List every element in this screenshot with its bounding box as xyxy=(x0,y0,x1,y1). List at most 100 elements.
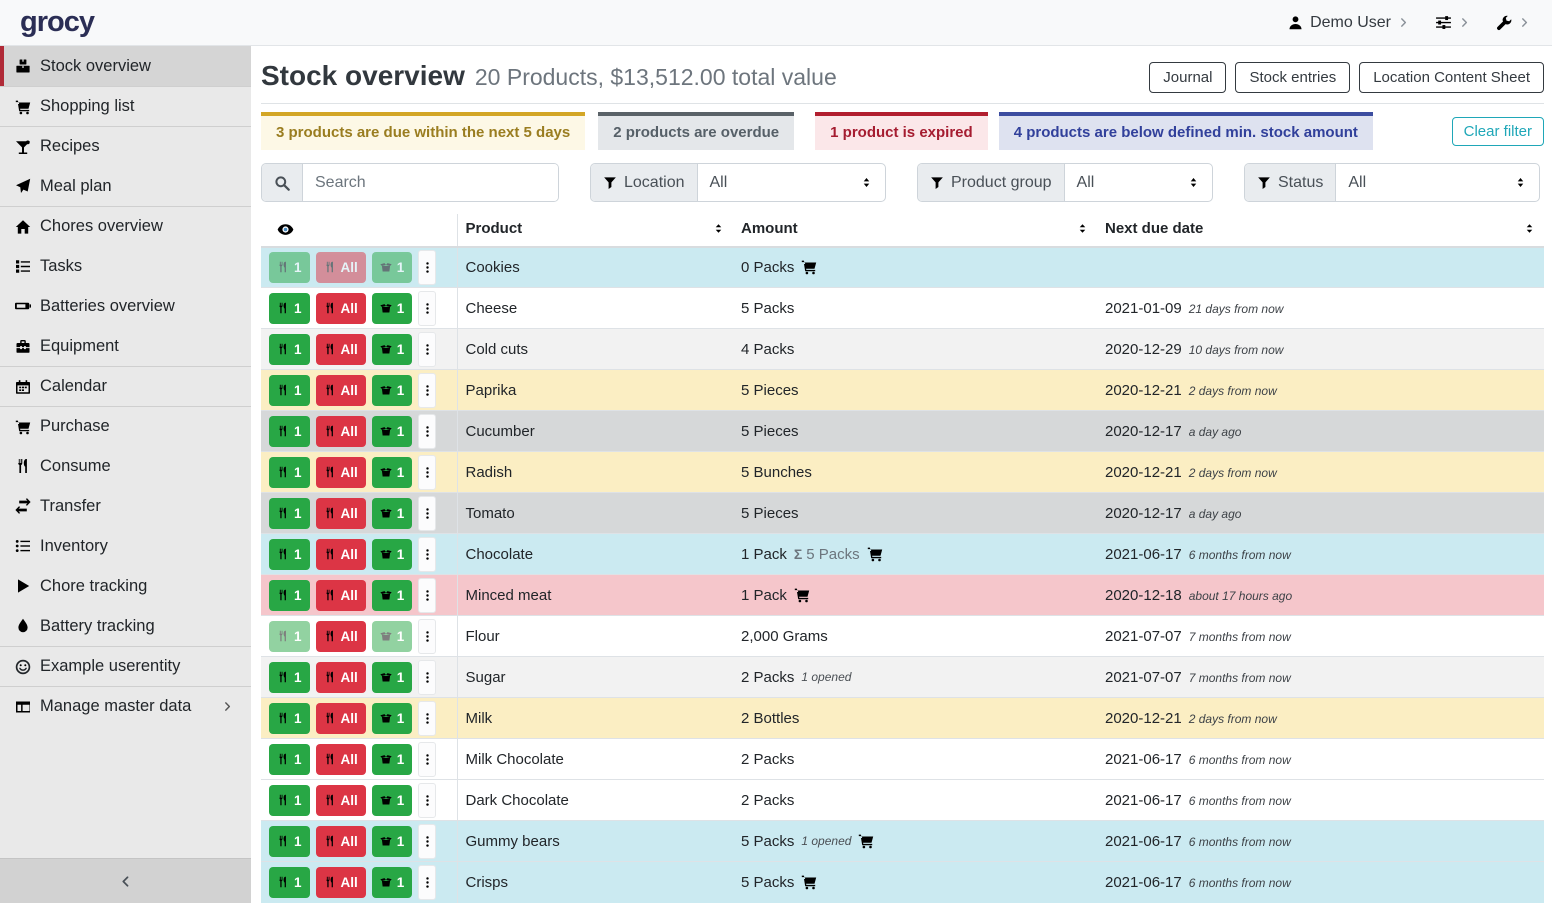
alert-secondary[interactable]: 2 products are overdue xyxy=(598,112,794,150)
open-one-button[interactable]: 1 xyxy=(372,703,413,734)
sidebar-item-meal-plan[interactable]: Meal plan xyxy=(0,166,251,206)
sidebar-item-calendar[interactable]: Calendar xyxy=(0,366,251,406)
sidebar-item-batteries-overview[interactable]: Batteries overview xyxy=(0,286,251,326)
row-menu-button[interactable] xyxy=(418,783,436,818)
row-menu-button[interactable] xyxy=(418,660,436,695)
header-button-location-content-sheet[interactable]: Location Content Sheet xyxy=(1359,62,1544,93)
sidebar-item-purchase[interactable]: Purchase xyxy=(0,406,251,446)
consume-all-button[interactable]: All xyxy=(316,416,366,447)
sidebar-item-chore-tracking[interactable]: Chore tracking xyxy=(0,566,251,606)
sidebar-item-recipes[interactable]: Recipes xyxy=(0,126,251,166)
sidebar-item-chores-overview[interactable]: Chores overview xyxy=(0,206,251,246)
open-one-button[interactable]: 1 xyxy=(372,580,413,611)
alert-warning[interactable]: 3 products are due within the next 5 day… xyxy=(261,112,585,150)
consume-one-button[interactable]: 1 xyxy=(269,375,310,406)
consume-one-button[interactable]: 1 xyxy=(269,416,310,447)
filter-select-location[interactable]: All xyxy=(698,164,886,201)
alert-belowmin[interactable]: 4 products are below defined min. stock … xyxy=(999,112,1373,150)
consume-one-button[interactable]: 1 xyxy=(269,703,310,734)
consume-one-button[interactable]: 1 xyxy=(269,457,310,488)
consume-all-button[interactable]: All xyxy=(316,457,366,488)
consume-one-button[interactable]: 1 xyxy=(269,334,310,365)
open-one-button[interactable]: 1 xyxy=(372,498,413,529)
open-one-button[interactable]: 1 xyxy=(372,867,413,898)
consume-one-button[interactable]: 1 xyxy=(269,744,310,775)
app-logo[interactable]: grocy xyxy=(20,6,94,39)
consume-one-button[interactable]: 1 xyxy=(269,621,310,652)
eye-icon[interactable] xyxy=(277,221,294,238)
consume-all-button[interactable]: All xyxy=(316,867,366,898)
consume-one-button[interactable]: 1 xyxy=(269,580,310,611)
open-one-button[interactable]: 1 xyxy=(372,334,413,365)
open-one-button[interactable]: 1 xyxy=(372,785,413,816)
consume-one-button[interactable]: 1 xyxy=(269,539,310,570)
sidebar-item-shopping-list[interactable]: Shopping list xyxy=(0,86,251,126)
consume-all-button[interactable]: All xyxy=(316,785,366,816)
sidebar-item-equipment[interactable]: Equipment xyxy=(0,326,251,366)
consume-one-button[interactable]: 1 xyxy=(269,252,310,283)
consume-one-button[interactable]: 1 xyxy=(269,867,310,898)
row-menu-button[interactable] xyxy=(418,332,436,367)
row-menu-button[interactable] xyxy=(418,414,436,449)
open-one-button[interactable]: 1 xyxy=(372,744,413,775)
header-button-stock-entries[interactable]: Stock entries xyxy=(1235,62,1350,93)
consume-all-button[interactable]: All xyxy=(316,703,366,734)
consume-one-button[interactable]: 1 xyxy=(269,785,310,816)
settings-menu[interactable] xyxy=(1435,14,1470,31)
sidebar-item-consume[interactable]: Consume xyxy=(0,446,251,486)
row-menu-button[interactable] xyxy=(418,250,436,285)
consume-all-button[interactable]: All xyxy=(316,375,366,406)
consume-all-button[interactable]: All xyxy=(316,662,366,693)
row-menu-button[interactable] xyxy=(418,701,436,736)
consume-all-button[interactable]: All xyxy=(316,621,366,652)
consume-all-button[interactable]: All xyxy=(316,744,366,775)
row-menu-button[interactable] xyxy=(418,291,436,326)
row-menu-button[interactable] xyxy=(418,578,436,613)
consume-one-button[interactable]: 1 xyxy=(269,662,310,693)
sidebar-collapse-button[interactable] xyxy=(0,858,251,903)
open-one-button[interactable]: 1 xyxy=(372,375,413,406)
header-button-journal[interactable]: Journal xyxy=(1149,62,1226,93)
row-menu-button[interactable] xyxy=(418,496,436,531)
consume-all-button[interactable]: All xyxy=(316,580,366,611)
open-one-button[interactable]: 1 xyxy=(372,457,413,488)
search-input[interactable] xyxy=(303,164,558,201)
consume-all-button[interactable]: All xyxy=(316,252,366,283)
row-menu-button[interactable] xyxy=(418,619,436,654)
open-one-button[interactable]: 1 xyxy=(372,662,413,693)
clear-filter-button[interactable]: Clear filter xyxy=(1452,117,1544,146)
row-menu-button[interactable] xyxy=(418,455,436,490)
filter-select-status[interactable]: All xyxy=(1336,164,1539,201)
open-one-button[interactable]: 1 xyxy=(372,539,413,570)
consume-all-button[interactable]: All xyxy=(316,498,366,529)
open-one-button[interactable]: 1 xyxy=(372,252,413,283)
sidebar-item-tasks[interactable]: Tasks xyxy=(0,246,251,286)
open-one-button[interactable]: 1 xyxy=(372,293,413,324)
open-one-button[interactable]: 1 xyxy=(372,416,413,447)
row-menu-button[interactable] xyxy=(418,865,436,900)
sidebar-item-transfer[interactable]: Transfer xyxy=(0,486,251,526)
consume-all-button[interactable]: All xyxy=(316,334,366,365)
sidebar-item-stock-overview[interactable]: Stock overview xyxy=(0,46,251,86)
filter-select-product-group[interactable]: All xyxy=(1065,164,1212,201)
user-menu[interactable]: Demo User xyxy=(1288,14,1409,32)
consume-all-button[interactable]: All xyxy=(316,826,366,857)
alert-danger[interactable]: 1 product is expired xyxy=(815,112,988,150)
sidebar-item-inventory[interactable]: Inventory xyxy=(0,526,251,566)
column-header-next-due-date[interactable]: Next due date xyxy=(1097,214,1544,247)
sidebar-item-example-userentity[interactable]: Example userentity xyxy=(0,646,251,686)
open-one-button[interactable]: 1 xyxy=(372,621,413,652)
row-menu-button[interactable] xyxy=(418,537,436,572)
consume-one-button[interactable]: 1 xyxy=(269,293,310,324)
column-header-amount[interactable]: Amount xyxy=(733,214,1097,247)
consume-one-button[interactable]: 1 xyxy=(269,498,310,529)
row-menu-button[interactable] xyxy=(418,373,436,408)
sidebar-item-battery-tracking[interactable]: Battery tracking xyxy=(0,606,251,646)
consume-all-button[interactable]: All xyxy=(316,293,366,324)
sidebar-item-manage-master-data[interactable]: Manage master data xyxy=(0,686,251,726)
consume-all-button[interactable]: All xyxy=(316,539,366,570)
column-header-product[interactable]: Product xyxy=(457,214,733,247)
open-one-button[interactable]: 1 xyxy=(372,826,413,857)
admin-menu[interactable] xyxy=(1496,15,1530,31)
row-menu-button[interactable] xyxy=(418,742,436,777)
